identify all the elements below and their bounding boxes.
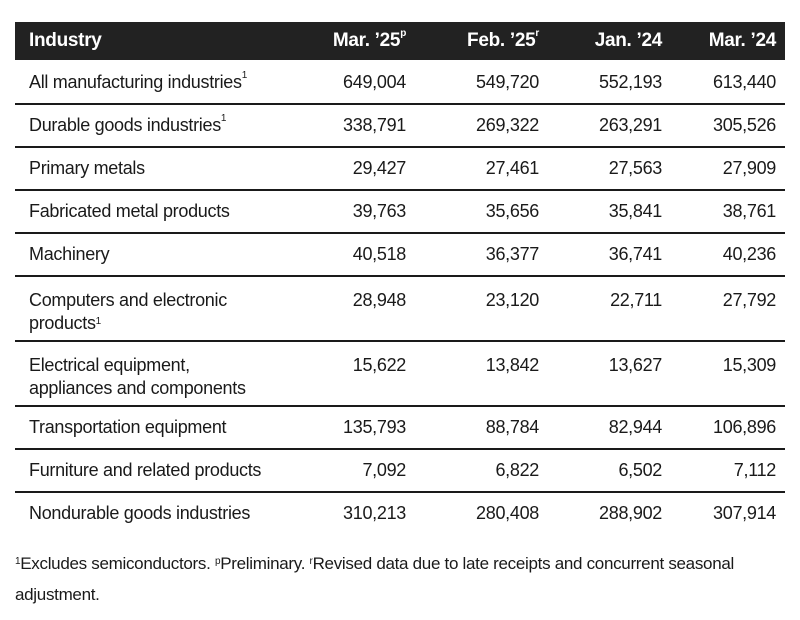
header-feb-25: Feb. ’25r — [406, 28, 539, 52]
industry-cell: Fabricated metal products — [15, 201, 315, 222]
header-sup: p — [400, 28, 406, 39]
industry-label: Fabricated metal products — [29, 201, 230, 221]
table-row: Fabricated metal products 39,763 35,656 35,… — [15, 191, 785, 234]
table-row: Machinery 40,518 36,377 36,741 40,236 — [15, 234, 785, 277]
table-row: Nondurable goods industries 310,213 280,40… — [15, 493, 785, 534]
value-cell: 35,841 — [608, 201, 663, 221]
industry-cell: Nondurable goods industries — [15, 503, 315, 524]
header-label: Mar. ’25 — [332, 30, 401, 51]
value-cell: 22,711 — [610, 290, 662, 310]
industry-cell: Durable goods industries1 — [15, 113, 315, 136]
footnote-marker: 1 — [220, 113, 227, 124]
value-cell: 39,763 — [352, 201, 407, 221]
value-cell: 27,792 — [722, 290, 777, 310]
industry-label: Furniture and related products — [29, 460, 262, 480]
data-table: Industry Mar. ’25p Feb. ’25r Jan. ’24 Ma… — [15, 22, 785, 534]
footnote-sup: p — [214, 556, 221, 567]
header-mar-25: Mar. ’25p — [315, 28, 406, 52]
value-cell: 263,291 — [599, 115, 662, 135]
value-cell: 15,309 — [722, 355, 777, 375]
value-cell: 6,502 — [618, 460, 662, 480]
value-cell: 13,627 — [608, 355, 663, 375]
value-cell: 23,120 — [485, 290, 540, 310]
value-cell: 36,741 — [608, 244, 663, 264]
value-cell: 29,427 — [352, 158, 407, 178]
table-row: Electrical equipment, appliances and com… — [15, 342, 785, 407]
header-industry: Industry — [15, 30, 315, 52]
industry-cell: Primary metals — [15, 158, 315, 179]
header-jan-24: Jan. ’24 — [539, 30, 663, 52]
footnote-marker: 1 — [95, 316, 102, 327]
header-label: Industry — [29, 30, 102, 51]
table-header: Industry Mar. ’25p Feb. ’25r Jan. ’24 Ma… — [15, 22, 785, 60]
value-cell: 40,518 — [352, 244, 407, 264]
industry-cell: Electrical equipment, appliances and com… — [15, 342, 315, 400]
table-row: All manufacturing industries1 649,004 549,… — [15, 60, 785, 105]
value-cell: 6,822 — [495, 460, 539, 480]
value-cell: 27,563 — [608, 158, 663, 178]
table-body: All manufacturing industries1 649,004 549,… — [15, 60, 785, 534]
value-cell: 280,408 — [476, 503, 539, 523]
header-mar-24: Mar. ’24 — [662, 30, 777, 52]
footnote-text: Preliminary. — [220, 554, 310, 573]
footnote-text: Revised data due to late receipts and co… — [15, 554, 734, 604]
industry-label: Computers and electronic products — [29, 290, 227, 333]
industry-label: Transportation equipment — [29, 417, 227, 437]
footnote-marker: 1 — [241, 70, 248, 81]
table-row: Computers and electronic products1 28,948… — [15, 277, 785, 342]
value-cell: 305,526 — [713, 115, 776, 135]
industry-cell: All manufacturing industries1 — [15, 70, 315, 93]
industry-label: Durable goods industries — [29, 115, 221, 135]
value-cell: 7,092 — [362, 460, 406, 480]
value-cell: 106,896 — [713, 417, 776, 437]
value-cell: 307,914 — [713, 503, 776, 523]
value-cell: 269,322 — [476, 115, 539, 135]
value-cell: 552,193 — [599, 72, 662, 92]
header-sup: r — [535, 28, 539, 39]
value-cell: 649,004 — [343, 72, 406, 92]
value-cell: 288,902 — [599, 503, 662, 523]
value-cell: 27,909 — [722, 158, 777, 178]
footnote-sup: r — [309, 556, 313, 567]
table-row: Durable goods industries1 338,791 269,322 2… — [15, 105, 785, 148]
value-cell: 310,213 — [343, 503, 406, 523]
footnote-sup: 1 — [15, 556, 21, 567]
value-cell: 38,761 — [722, 201, 777, 221]
table-row: Primary metals 29,427 27,461 27,563 27,909 — [15, 148, 785, 191]
industry-cell: Transportation equipment — [15, 417, 315, 438]
value-cell: 28,948 — [352, 290, 407, 310]
value-cell: 35,656 — [485, 201, 540, 221]
industry-label: Primary metals — [29, 158, 145, 178]
value-cell: 549,720 — [476, 72, 539, 92]
value-cell: 338,791 — [343, 115, 406, 135]
value-cell: 15,622 — [352, 355, 407, 375]
value-cell: 13,842 — [485, 355, 540, 375]
header-label: Jan. ’24 — [594, 30, 663, 51]
industry-label: Electrical equipment, appliances and com… — [29, 355, 246, 398]
value-cell: 36,377 — [485, 244, 540, 264]
value-cell: 88,784 — [485, 417, 540, 437]
industry-label: Machinery — [29, 244, 110, 264]
table-row: Furniture and related products 7,092 6,822… — [15, 450, 785, 493]
value-cell: 82,944 — [608, 417, 663, 437]
value-cell: 135,793 — [343, 417, 406, 437]
footnote-text: Excludes semiconductors. — [20, 554, 215, 573]
industry-label: All manufacturing industries — [29, 72, 242, 92]
table-row: Transportation equipment 135,793 88,784 82,… — [15, 407, 785, 450]
industry-cell: Computers and electronic products1 — [15, 277, 315, 335]
industry-label: Nondurable goods industries — [29, 503, 251, 523]
header-label: Feb. ’25 — [467, 30, 536, 51]
value-cell: 613,440 — [713, 72, 776, 92]
footnote: 1Excludes semiconductors. pPreliminary. … — [15, 548, 790, 610]
header-label: Mar. ’24 — [708, 30, 777, 51]
value-cell: 40,236 — [722, 244, 777, 264]
industry-cell: Machinery — [15, 244, 315, 265]
industry-cell: Furniture and related products — [15, 460, 315, 481]
value-cell: 7,112 — [733, 460, 777, 480]
value-cell: 27,461 — [485, 158, 540, 178]
